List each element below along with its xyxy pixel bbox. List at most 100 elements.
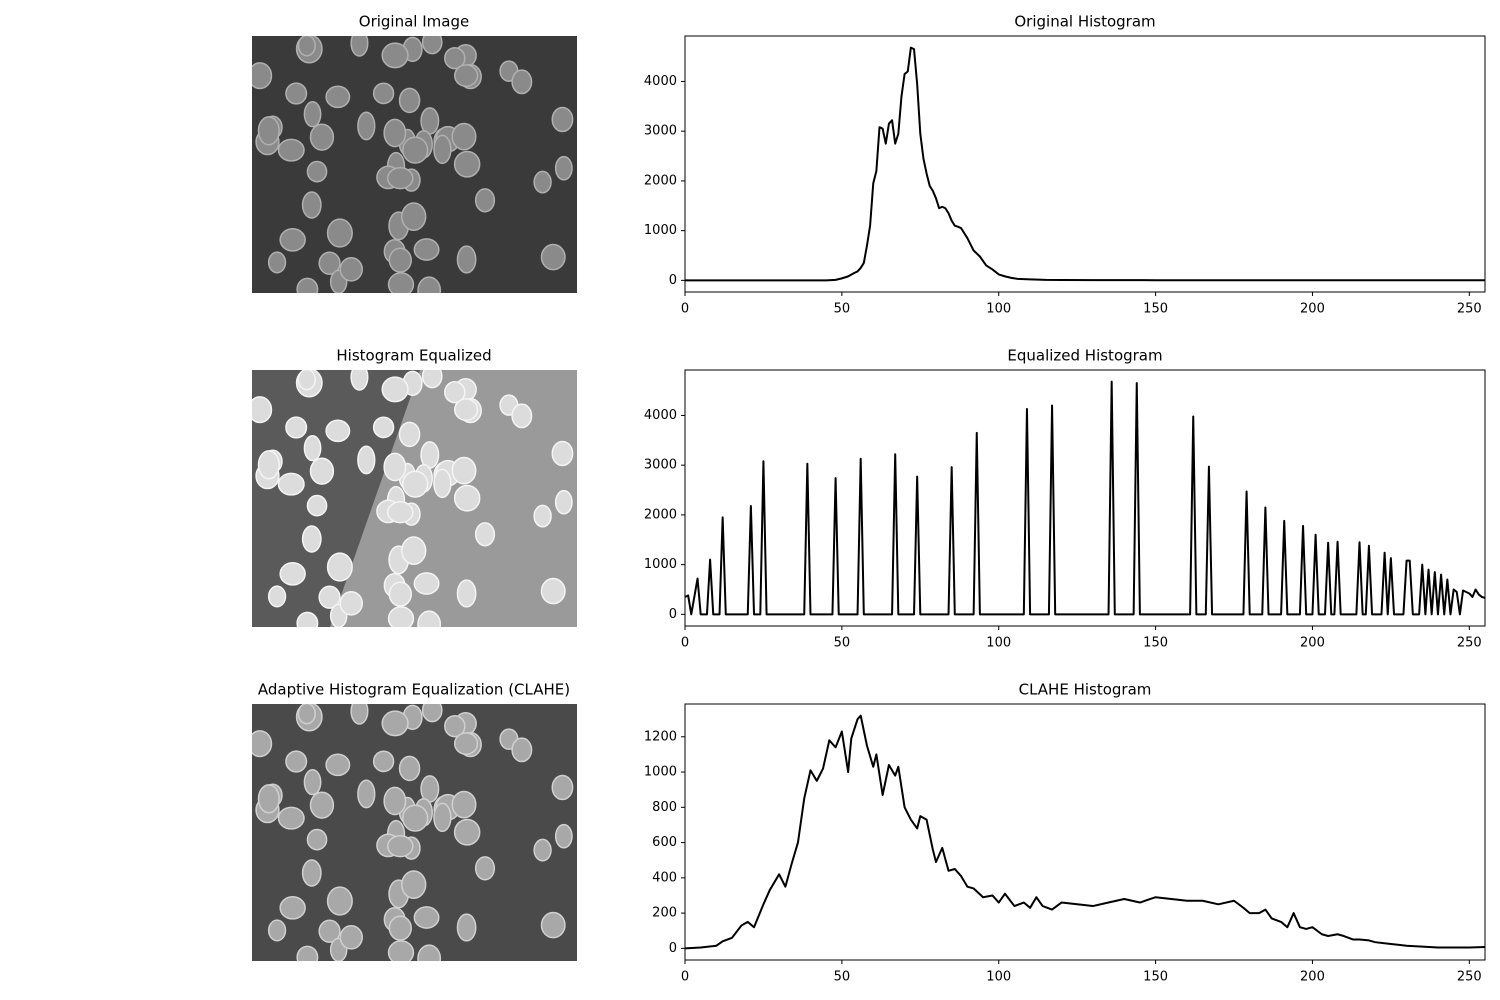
cell	[372, 750, 395, 773]
cell	[381, 376, 409, 403]
image-title: Original Image	[359, 13, 469, 31]
cell	[554, 489, 573, 515]
cell	[456, 913, 477, 942]
x-tick-label: 200	[1300, 636, 1325, 651]
y-tick-label: 600	[652, 835, 677, 850]
cell	[296, 945, 319, 961]
cell	[398, 755, 421, 782]
cell	[350, 704, 369, 725]
cell	[456, 579, 477, 608]
x-tick-label: 200	[1300, 302, 1325, 317]
cell	[444, 381, 466, 404]
cell	[257, 116, 280, 146]
cell	[301, 191, 322, 219]
x-tick-label: 250	[1457, 636, 1482, 651]
cell	[413, 906, 440, 929]
cell	[453, 484, 481, 512]
cell	[372, 416, 395, 439]
cell	[318, 919, 341, 943]
cell	[421, 36, 443, 55]
cell	[285, 750, 308, 773]
cell	[433, 134, 452, 165]
chart-title: CLAHE Histogram	[1019, 681, 1152, 699]
y-tick-label: 0	[669, 607, 677, 622]
cell	[511, 403, 533, 429]
cell	[279, 228, 306, 252]
cell	[257, 450, 280, 480]
cell	[453, 150, 481, 178]
cell	[381, 710, 409, 737]
x-tick-label: 50	[834, 636, 851, 651]
axes-frame	[684, 703, 1486, 961]
cell	[277, 806, 305, 830]
cell	[309, 123, 335, 151]
cell	[339, 590, 364, 616]
cell	[451, 456, 477, 485]
cell	[303, 434, 322, 462]
cell	[417, 610, 442, 627]
cell	[551, 440, 574, 467]
cell	[540, 911, 566, 939]
cell	[285, 82, 308, 105]
cell	[297, 36, 316, 57]
cell	[474, 522, 496, 547]
cell	[306, 160, 328, 183]
cell	[277, 472, 305, 496]
cell	[387, 835, 414, 858]
cell	[387, 501, 414, 524]
y-tick-label: 0	[669, 273, 677, 288]
cell	[554, 155, 573, 181]
cell	[306, 494, 328, 517]
cell	[357, 445, 376, 475]
cell	[533, 170, 552, 194]
cell	[453, 398, 479, 422]
cell	[339, 924, 364, 950]
image-title: Adaptive Histogram Equalization (CLAHE)	[258, 681, 570, 699]
cell	[267, 919, 287, 942]
chart-title: Equalized Histogram	[1007, 347, 1162, 365]
cell	[257, 784, 280, 814]
cell	[451, 122, 477, 151]
cell	[279, 562, 306, 586]
cell	[252, 62, 273, 90]
cell	[388, 581, 412, 607]
cell	[357, 779, 376, 809]
cell	[402, 804, 429, 832]
cell	[267, 251, 287, 274]
cell	[318, 251, 341, 275]
y-tick-label: 2000	[644, 173, 677, 188]
cell	[309, 457, 335, 485]
cell	[388, 247, 412, 273]
cell	[296, 611, 319, 627]
y-tick-label: 800	[652, 800, 677, 815]
cell	[456, 245, 477, 274]
x-tick-label: 100	[986, 302, 1011, 317]
cell	[433, 468, 452, 499]
axes-frame	[684, 35, 1486, 293]
y-tick-label: 4000	[644, 408, 677, 423]
cell	[350, 370, 369, 391]
histogram-line	[685, 714, 1485, 950]
y-tick-label: 200	[652, 906, 677, 921]
cell	[533, 838, 552, 862]
cell	[381, 42, 409, 69]
cell	[453, 64, 479, 88]
x-tick-label: 50	[834, 970, 851, 985]
image	[252, 370, 577, 627]
cell	[252, 396, 273, 424]
cell	[372, 82, 395, 105]
cell	[398, 87, 421, 114]
cell	[401, 202, 427, 232]
cell	[402, 136, 429, 164]
cell	[303, 100, 322, 128]
x-tick-label: 150	[1143, 636, 1168, 651]
cell	[444, 47, 466, 70]
y-tick-label: 3000	[644, 458, 677, 473]
cell	[303, 768, 322, 796]
cell	[551, 106, 574, 133]
cell	[277, 138, 305, 162]
cell	[417, 276, 442, 293]
cell	[325, 85, 351, 109]
cell	[383, 786, 407, 816]
